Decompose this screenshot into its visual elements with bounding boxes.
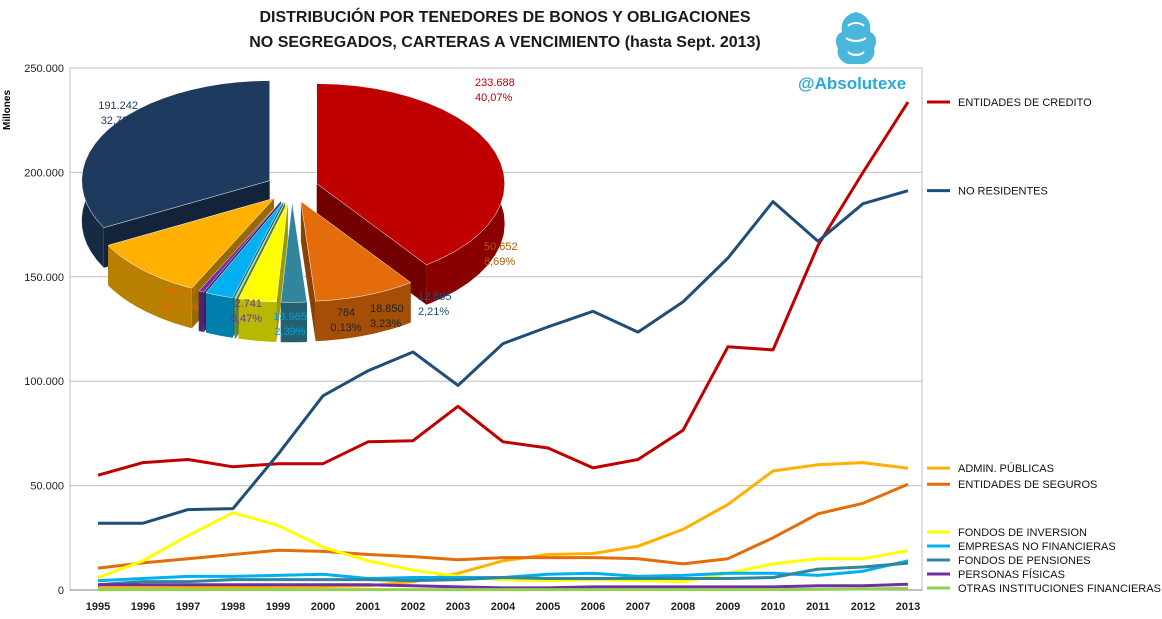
chart-title-line-1: DISTRIBUCIÓN POR TENEDORES DE BONOS Y OB… (259, 9, 751, 26)
y-tick-label: 200.000 (24, 167, 64, 179)
x-tick-label: 2000 (311, 601, 335, 613)
x-tick-label: 2007 (626, 601, 650, 613)
series-line (97, 561, 909, 587)
pie-percent-label: 8,69% (484, 256, 515, 268)
series-lines (97, 101, 910, 592)
pie-percent-label: 10,01% (161, 301, 199, 313)
x-tick-label: 2004 (491, 601, 516, 613)
pie-percent-label: 0,47% (231, 313, 262, 325)
pie-slice (300, 200, 412, 342)
series-line (98, 461, 909, 590)
pie-percent-label: 2,21% (418, 306, 449, 318)
x-tick-label: 2013 (896, 601, 920, 613)
x-tick-label: 2005 (536, 601, 560, 613)
y-tick-label: 50.000 (30, 481, 64, 493)
pie-value-label: 2.741 (234, 298, 262, 310)
pie-slice (280, 202, 308, 343)
griffin-logo-icon (835, 12, 877, 64)
pie-labels: 233.688 40,07% 50.652 8,69% 12.895 2,21% 18.85… (98, 77, 517, 338)
series-line (97, 101, 910, 477)
legend-entry: ADMIN. PÚBLICAS (958, 462, 1054, 475)
pie-value-label: 58.347 (163, 286, 197, 298)
x-tick-label: 1997 (176, 601, 200, 613)
x-tick-label: 2011 (806, 601, 830, 613)
x-tick-label: 2010 (761, 601, 785, 613)
x-tick-label: 2006 (581, 601, 605, 613)
pie-percent-label: 2,39% (274, 326, 305, 338)
pie-percent-label: 0,13% (330, 322, 361, 334)
legend-entry: FONDOS DE PENSIONES (958, 555, 1091, 567)
pie-percent-label: 32,79% (101, 115, 139, 127)
x-tick-label: 1999 (266, 601, 290, 613)
pie-value-label: 784 (337, 307, 355, 319)
series-line (97, 482, 909, 570)
pie-percent-label: 3,23% (370, 318, 401, 330)
y-tick-label: 0 (58, 585, 64, 597)
pie-percent-label: 40,07% (475, 92, 513, 104)
pie-chart (81, 80, 505, 343)
series-line (98, 582, 909, 590)
y-tick-label: 100.000 (24, 376, 64, 388)
pie-value-label: 12.895 (418, 291, 452, 303)
pie-value-label: 191.242 (98, 100, 138, 112)
legend-entry: OTRAS INSTITUCIONES FINANCIERAS (958, 583, 1161, 595)
legend-entry: EMPRESAS NO FINANCIERAS (958, 541, 1116, 553)
series-line (98, 189, 909, 525)
x-tick-label: 2001 (356, 601, 380, 613)
twitter-handle: @Absolutexe (798, 74, 907, 93)
pie-value-label: 50.652 (484, 241, 518, 253)
x-tick-label: 1995 (86, 601, 110, 613)
x-tick-label: 1998 (221, 601, 245, 613)
legend: ENTIDADES DE CREDITO NO RESIDENTES ADMIN. … (927, 97, 1161, 595)
pie-value-label: 233.688 (475, 77, 515, 89)
legend-entry: NO RESIDENTES (958, 186, 1048, 198)
chart-title-line-2: NO SEGREGADOS, CARTERAS A VENCIMIENTO (h… (249, 34, 761, 51)
x-tick-label: 2008 (671, 601, 695, 613)
legend-entry: PERSONAS FÍSICAS (958, 568, 1065, 581)
y-axis-label: Millones (2, 90, 13, 130)
x-axis-ticks: 1995 1996 1997 1998 1999 2000 2001 2002 2003 2004… (86, 601, 920, 613)
series-line (97, 511, 909, 584)
legend-entry: FONDOS DE INVERSION (958, 527, 1087, 539)
pie-value-label: 13.965 (273, 311, 307, 323)
x-tick-label: 2003 (446, 601, 470, 613)
y-tick-label: 150.000 (24, 272, 64, 284)
legend-entry: ENTIDADES DE SEGUROS (958, 479, 1097, 491)
x-tick-label: 2002 (401, 601, 425, 613)
legend-entry: ENTIDADES DE CREDITO (958, 97, 1092, 109)
x-tick-label: 2009 (716, 601, 740, 613)
pie-slice (238, 201, 289, 342)
y-axis-ticks: 0 50.000 100.000 150.000 200.000 250.000 (24, 63, 64, 597)
pie-value-label: 18.850 (370, 303, 404, 315)
series-line (98, 586, 909, 592)
y-tick-label: 250.000 (24, 63, 64, 75)
x-tick-label: 2012 (851, 601, 875, 613)
x-tick-label: 1996 (131, 601, 155, 613)
